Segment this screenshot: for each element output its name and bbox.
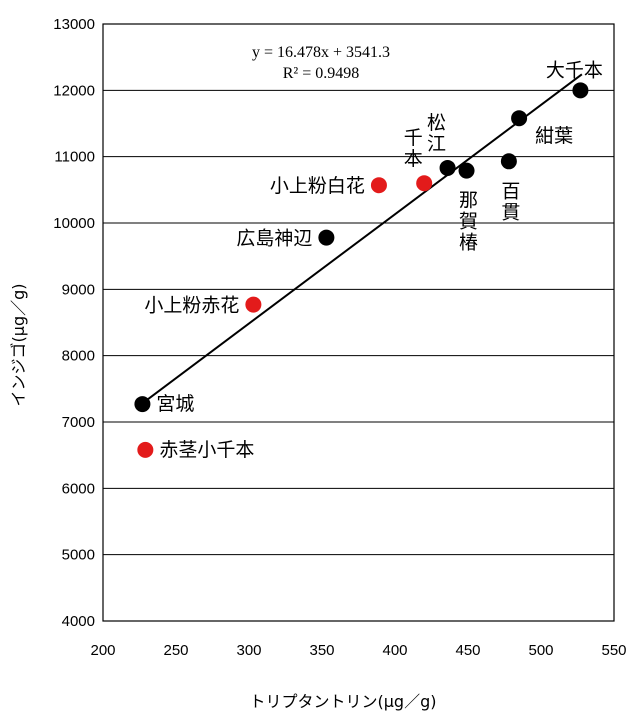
x-tick-label: 450 <box>455 642 480 659</box>
point-label: 小上粉白花 <box>270 175 365 197</box>
point-label: 那賀椿 <box>459 190 478 254</box>
x-tick-label: 250 <box>163 642 188 659</box>
point-label: 百貫 <box>501 180 520 223</box>
data-point <box>500 153 517 170</box>
y-tick-label: 10000 <box>53 215 95 232</box>
regression-equation: y = 16.478x + 3541.3 <box>252 44 390 61</box>
point-label: 松江 <box>427 112 446 155</box>
y-tick-label: 9000 <box>62 281 95 298</box>
y-tick-label: 8000 <box>62 348 95 365</box>
point-label: 小上粉赤花 <box>144 295 239 317</box>
data-point <box>134 396 151 413</box>
plot-frame <box>102 23 615 622</box>
trendline <box>140 73 583 406</box>
y-axis-label: インジゴ(μg／g) <box>9 284 28 407</box>
x-tick-label: 350 <box>309 642 334 659</box>
data-point <box>458 162 475 179</box>
data-point <box>137 441 154 458</box>
point-label: 広島神辺 <box>236 228 312 250</box>
data-points <box>134 82 589 458</box>
data-point <box>511 110 528 127</box>
y-tick-label: 7000 <box>62 414 95 431</box>
r-squared: R² = 0.9498 <box>283 65 360 82</box>
y-tick-label: 13000 <box>53 16 95 33</box>
y-tick-label: 4000 <box>62 613 95 630</box>
point-label: 宮城 <box>156 393 194 415</box>
y-tick-label: 6000 <box>62 480 95 497</box>
data-point <box>572 82 589 99</box>
x-tick-label: 200 <box>90 642 115 659</box>
x-axis-label: トリプタントリン(μg／g) <box>250 692 437 711</box>
data-point <box>439 159 456 176</box>
x-tick-labels: 200 250 300 350 400 450 500 550 <box>90 642 626 659</box>
data-point <box>416 175 433 192</box>
x-tick-label: 500 <box>528 642 553 659</box>
point-label: 赤茎小千本 <box>159 439 254 461</box>
y-tick-label: 11000 <box>54 149 95 166</box>
data-point <box>370 177 387 194</box>
data-point <box>318 229 335 246</box>
x-tick-label: 400 <box>382 642 407 659</box>
point-label: 大千本 <box>546 59 603 81</box>
data-point <box>245 296 262 313</box>
x-tick-label: 550 <box>601 642 626 659</box>
grid-lines <box>103 23 614 622</box>
y-tick-label: 12000 <box>53 82 95 99</box>
x-tick-label: 300 <box>236 642 261 659</box>
point-label: 紺葉 <box>535 125 573 147</box>
y-tick-label: 5000 <box>62 547 95 564</box>
y-tick-labels: 4000 5000 6000 7000 8000 9000 10000 11000 12000 1… <box>53 16 95 630</box>
point-label: 千本 <box>404 127 423 170</box>
